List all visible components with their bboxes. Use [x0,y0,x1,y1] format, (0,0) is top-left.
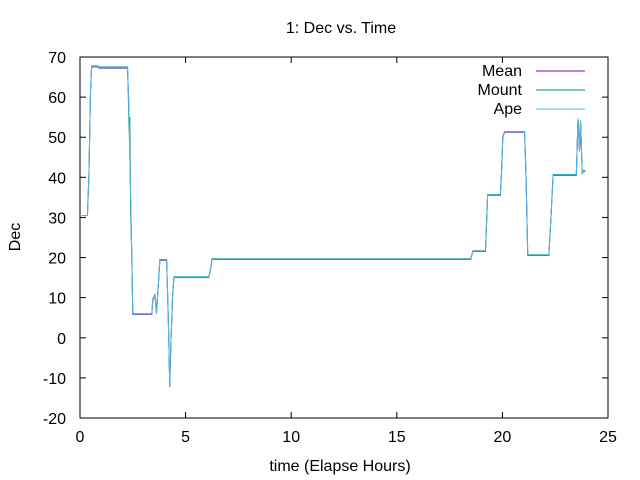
y-tick-label: 40 [48,170,66,187]
x-tick-label: 5 [181,429,190,446]
y-tick-label: 30 [48,210,66,227]
y-tick-label: 0 [57,331,66,348]
legend: Mean Mount Ape [478,63,585,118]
x-tick-label: 0 [76,429,85,446]
y-axis-title: Dec [7,223,24,251]
x-tick-label: 25 [599,429,617,446]
plot-border [79,56,609,419]
series-line-ape [80,66,586,387]
x-axis-title: time (Elapse Hours) [269,458,410,475]
legend-label-mean: Mean [482,63,522,80]
y-tick-label: -10 [43,371,66,388]
plot-frame [79,56,609,419]
x-tick-label: 10 [282,429,300,446]
series-layer [80,65,586,388]
y-tick-label: 50 [48,130,66,147]
x-tick-label: 20 [494,429,512,446]
y-tick-label: 10 [48,291,66,308]
y-tick-label: 60 [48,90,66,107]
y-tick-label: 20 [48,251,66,268]
y-tick-label: -20 [43,411,66,428]
chart-title: 1: Dec vs. Time [286,20,396,37]
x-tick-label: 15 [388,429,406,446]
legend-label-mount: Mount [478,82,523,99]
ticks-layer: 0 5 10 15 20 25 -20 -10 0 10 20 30 40 50 60 70 [43,50,617,446]
y-tick-label: 70 [48,50,66,67]
legend-label-ape: Ape [494,101,523,118]
